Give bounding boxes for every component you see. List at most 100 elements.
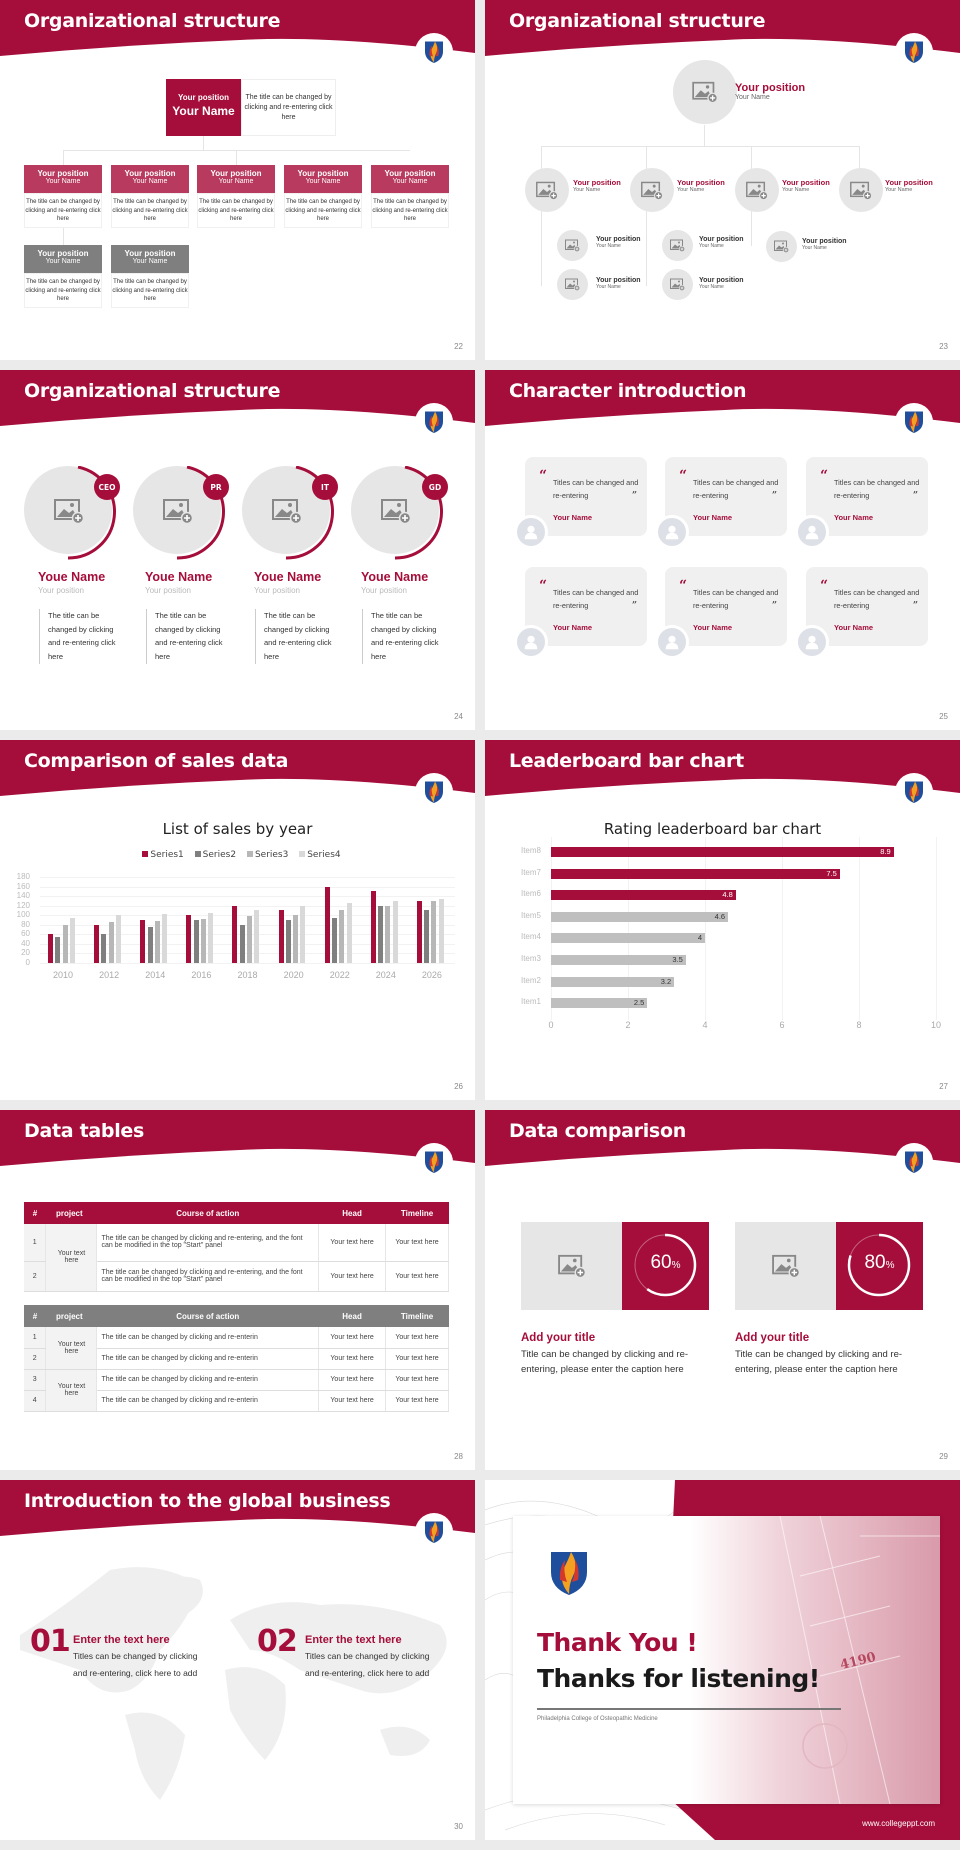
y-tick-label: 20 [21,948,30,958]
image-placeholder[interactable] [735,1222,836,1310]
slide-30[interactable]: Introduction to the global business 01 E… [0,1480,475,1840]
org-position: Your position [699,236,744,243]
cell-timeline: Your text here [385,1348,449,1370]
cell-timeline: Your text here [385,1261,449,1292]
slide-24[interactable]: Organizational structure CEO PR IT GD Yo… [0,370,475,730]
org-box[interactable]: Your position Your Name The title can be … [284,165,362,228]
quote-name: Your Name [553,623,593,632]
image-placeholder[interactable] [521,1222,622,1310]
org-box[interactable]: Your position Your Name The title can be … [111,165,189,228]
bar [232,905,238,963]
image-placeholder[interactable] [662,269,693,300]
org-box[interactable]: Your position Your Name The title can be … [197,165,275,228]
table-row[interactable]: 2 The title can be changed by clicking a… [24,1261,449,1292]
slide-header: Introduction to the global business [0,1480,475,1540]
image-placeholder[interactable] [557,269,588,300]
org-box[interactable]: Your position Your Name The title can be … [24,165,102,228]
org-position: Your position [384,169,436,178]
open-quote-icon: “ [679,468,688,484]
item-number: 01 [30,1624,71,1659]
col-header: Course of action [176,1208,240,1218]
close-quote-icon: ” [912,491,918,501]
college-logo-icon [415,403,453,441]
image-placeholder[interactable] [735,168,779,212]
open-quote-icon: “ [820,468,829,484]
slide-29[interactable]: Data comparison 60% Add your title Title… [485,1110,960,1470]
y-tick-label: 140 [16,891,30,901]
org-l2: Your position Your Name [885,178,933,193]
add-image-icon [558,1254,586,1278]
org-name: Your Name [305,178,341,185]
photo-ring[interactable] [24,466,118,560]
org-box[interactable]: Your position Your Name The title can be … [111,245,189,308]
image-placeholder[interactable] [839,168,883,212]
y-tick-label: Item8 [520,846,541,855]
college-logo-icon [415,33,453,71]
table-row[interactable]: 1 Your text here The title can be change… [24,1224,449,1292]
quote-name: Your Name [693,623,733,632]
x-tick-label: 6 [779,1019,785,1030]
org-top-box[interactable]: Your position Your Name [166,79,241,136]
image-placeholder[interactable] [525,168,569,212]
x-tick-label: 4 [702,1019,708,1030]
photo-ring[interactable] [242,466,336,560]
slide-thank-you[interactable]: 4190 Thank You ! Thanks for listening! P… [485,1480,960,1840]
table-row[interactable]: 4 The title can be changed by clicking a… [24,1390,449,1412]
slide-28[interactable]: Data tables # project Course of action H… [0,1110,475,1470]
gridline [705,837,706,1020]
bar-value-label: 7.5 [826,868,837,878]
open-quote-icon: “ [539,578,548,594]
bar [416,900,422,963]
cell-number: 2 [24,1261,47,1292]
cell-project: Your text here [45,1224,98,1292]
table-row[interactable]: 2 The title can be changed by clicking a… [24,1348,449,1370]
table-row[interactable]: 1 Your text here The title can be change… [24,1327,449,1370]
bar-value-label: 3.2 [660,976,672,986]
y-tick-label: Item3 [520,954,541,963]
table-row[interactable]: 3 Your text here The title can be change… [24,1369,449,1412]
image-placeholder[interactable] [766,231,797,262]
x-tick-label: 2010 [53,970,74,980]
item-title: Enter the text here [73,1634,170,1646]
college-logo-icon [415,773,453,811]
org-name: Your Name [782,187,810,193]
image-placeholder[interactable] [673,60,737,124]
slide-22[interactable]: Organizational structure Your position Y… [0,0,475,360]
thanks-listening-heading: Thanks for listening! [537,1664,820,1693]
photo-ring[interactable] [133,466,227,560]
col-header: Course of action [176,1311,240,1321]
org-box[interactable]: Your position Your Name The title can be … [371,165,449,228]
org-name: Your Name [885,187,913,193]
cell-timeline: Your text here [385,1390,449,1412]
y-tick-label: Item5 [520,910,541,920]
slide-26[interactable]: Comparison of sales data List of sales b… [0,740,475,1100]
image-placeholder[interactable] [662,230,693,261]
add-image-icon [565,239,580,252]
bar [424,910,430,963]
bar-value-label: 4.8 [722,890,733,900]
gridline [40,963,455,964]
percent-number: 80 [864,1252,886,1273]
org-desc: The title can be changed by clicking and… [24,273,102,308]
slide-25[interactable]: Character introduction “ Titles can be ch… [485,370,960,730]
slide-27[interactable]: Leaderboard bar chart Rating leaderboard… [485,740,960,1100]
add-image-icon [670,278,685,291]
bar [94,924,100,963]
image-placeholder[interactable] [557,230,588,261]
bar [431,900,437,963]
bar [300,905,306,963]
college-logo-icon [895,773,933,811]
org-position: Your position [37,249,89,258]
y-tick-label: Item6 [520,889,541,899]
photo-ring[interactable] [351,466,445,560]
slide-23[interactable]: Organizational structure Your position Y… [485,0,960,360]
org-box[interactable]: Your position Your Name The title can be … [24,245,102,308]
org-name: Your Name [596,243,621,249]
cell-action: The title can be changed by clicking and… [96,1390,320,1412]
website-link[interactable]: www.collegeppt.com [862,1819,935,1828]
col-header: Timeline [400,1311,434,1321]
quote-name: Your Name [553,513,593,522]
world-map-icon [20,1567,447,1800]
image-placeholder[interactable] [630,168,674,212]
college-logo-icon [895,403,933,441]
